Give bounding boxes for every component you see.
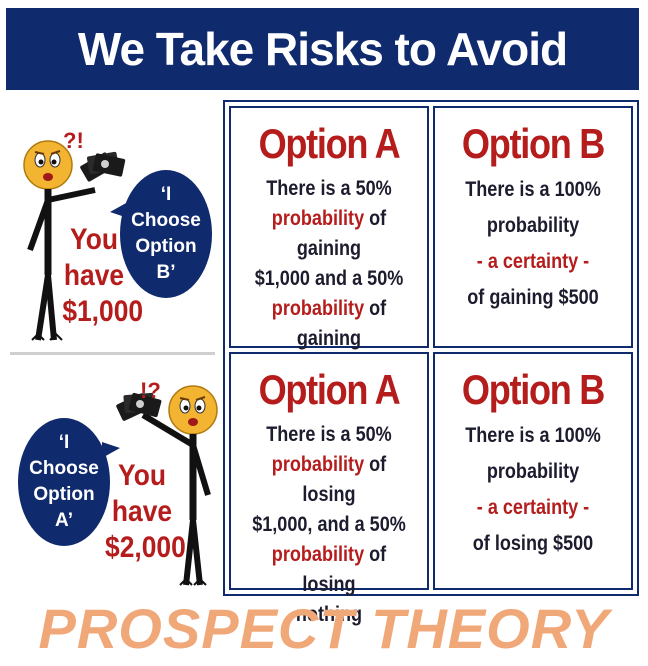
speech-bubble-loss: ‘I Choose Option A’ [18, 418, 110, 546]
option-title: Option B [461, 120, 605, 167]
footer-title: PROSPECT THEORY [38, 597, 610, 660]
exclaim-mark-gain: ?! [63, 128, 84, 153]
option-description: There is a 100% probability - a certaint… [465, 178, 601, 309]
scenario-divider [10, 352, 215, 355]
loss-option-a-card: Option A There is a 50% probability of l… [229, 352, 429, 626]
money-icon [116, 392, 162, 421]
gain-option-b-card: Option B There is a 100% probability - a… [433, 106, 633, 348]
worried-face-icon [168, 385, 218, 435]
wealth-label-gain: You have $1,000 [62, 223, 144, 328]
gain-option-a-card: Option A There is a 50% probability of g… [229, 106, 429, 380]
option-title: Option A [258, 366, 401, 413]
stick-figure-gain [23, 140, 126, 341]
option-description: There is a 50% probability of losing $1,… [252, 423, 406, 626]
options-grid: Option A There is a 50% probability of g… [223, 100, 639, 626]
speech-bubble-tail-gain [110, 202, 128, 218]
exclaim-mark-loss: !? [140, 378, 161, 403]
wealth-label-loss: You have $2,000 [105, 459, 186, 564]
stick-figure-loss [116, 385, 218, 586]
title-banner: We Take Risks to Avoid Losses [6, 8, 639, 157]
speech-bubble-tail-loss [102, 442, 120, 458]
option-title: Option A [258, 120, 401, 167]
loss-option-b-card: Option B There is a 100% probability - a… [433, 352, 633, 590]
speech-bubble-gain: ‘I Choose Option B’ [120, 170, 212, 298]
money-icon [80, 151, 126, 182]
option-title: Option B [461, 366, 605, 413]
option-description: There is a 100% probability - a certaint… [465, 424, 601, 555]
